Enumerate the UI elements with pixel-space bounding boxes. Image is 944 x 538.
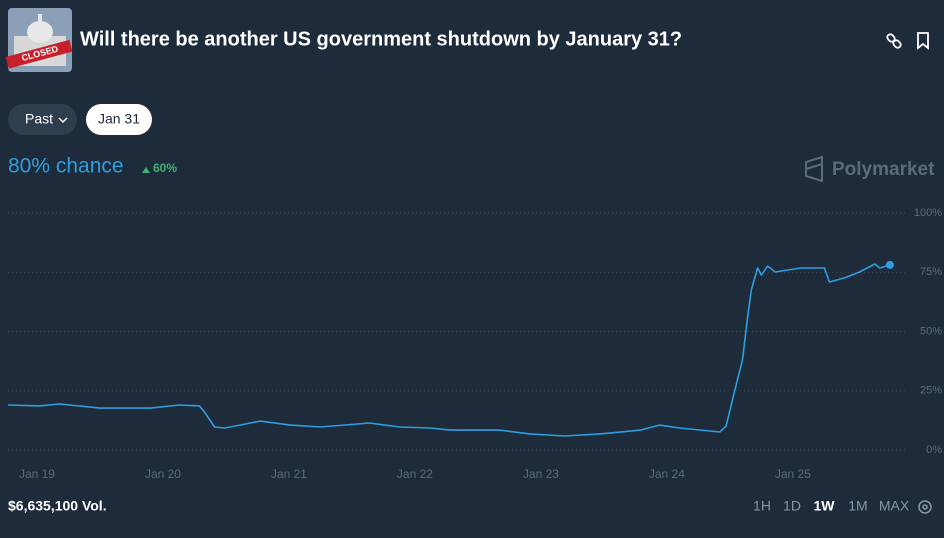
bookmark-icon[interactable] bbox=[917, 32, 929, 50]
settings-icon[interactable] bbox=[918, 500, 932, 514]
range-button[interactable]: 1D bbox=[783, 498, 801, 514]
y-tick-label: 0% bbox=[926, 444, 942, 456]
brand-name: Polymarket bbox=[832, 159, 935, 180]
date-button[interactable]: Jan 31 bbox=[86, 104, 152, 135]
date-label: Jan 31 bbox=[98, 111, 140, 127]
x-tick-label: Jan 19 bbox=[19, 467, 55, 481]
past-button[interactable]: Past bbox=[8, 104, 77, 135]
x-tick-label: Jan 20 bbox=[145, 467, 181, 481]
y-tick-label: 50% bbox=[920, 325, 942, 337]
chart: 0% 25% 50% 75% 100% Jan 19 Jan 20 Jan 21 Jan 22 J… bbox=[7, 207, 942, 481]
range-button[interactable]: 1M bbox=[848, 498, 867, 514]
y-tick-label: 75% bbox=[920, 266, 942, 278]
market-image: CLOSED bbox=[5, 8, 73, 72]
price-line bbox=[7, 263, 891, 437]
market-title: Will there be another US government shut… bbox=[80, 28, 682, 50]
change-label: 60% bbox=[153, 161, 177, 175]
x-tick-label: Jan 22 bbox=[397, 467, 433, 481]
up-arrow bbox=[142, 167, 150, 173]
y-tick-label: 100% bbox=[914, 207, 942, 219]
brand-logo bbox=[805, 155, 823, 183]
link-icon[interactable] bbox=[886, 33, 902, 49]
volume-label: $6,635,100 Vol. bbox=[8, 498, 107, 514]
x-tick-label: Jan 21 bbox=[271, 467, 307, 481]
last-point bbox=[885, 260, 894, 269]
past-label: Past bbox=[25, 111, 53, 127]
x-tick-label: Jan 24 bbox=[649, 467, 685, 481]
range-button[interactable]: 1H bbox=[753, 498, 771, 514]
range-button[interactable]: 1W bbox=[814, 498, 836, 514]
chance-label: 80% chance bbox=[8, 155, 124, 178]
x-tick-label: Jan 23 bbox=[523, 467, 559, 481]
range-selector: 1H 1D 1W 1M MAX bbox=[753, 498, 910, 514]
y-tick-label: 25% bbox=[920, 385, 942, 397]
range-button[interactable]: MAX bbox=[879, 498, 910, 514]
x-tick-label: Jan 25 bbox=[775, 467, 811, 481]
